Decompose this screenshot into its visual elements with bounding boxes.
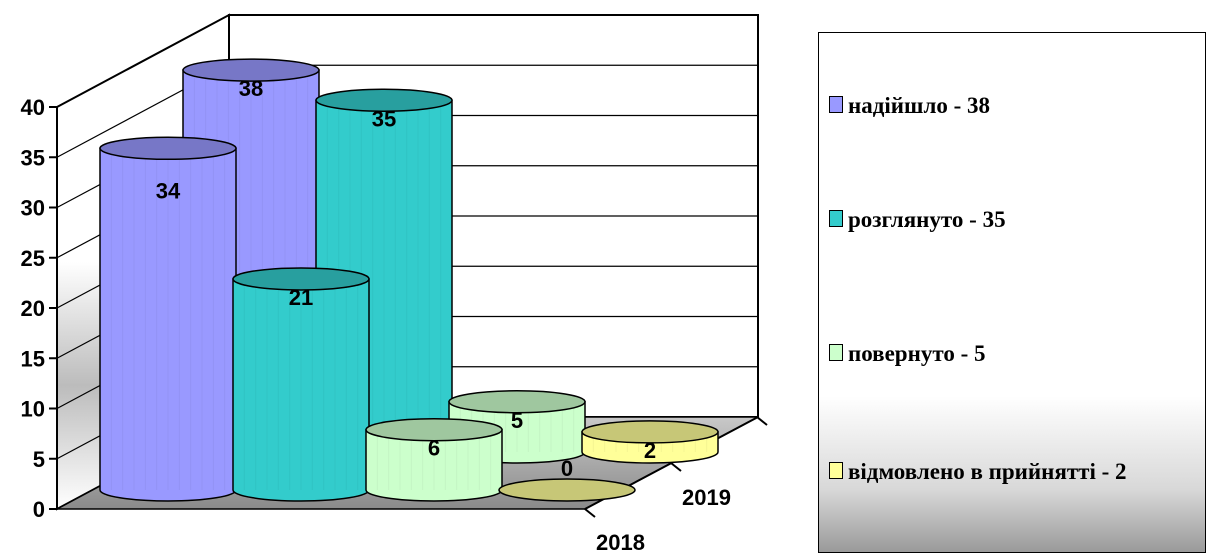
data-label: 38 xyxy=(239,76,263,101)
bar xyxy=(498,478,636,502)
y-tick-label: 15 xyxy=(21,346,45,371)
bar-top xyxy=(99,136,237,161)
legend-item: відмовлено в прийнятті - 2 xyxy=(829,457,1193,487)
data-label: 5 xyxy=(511,408,523,433)
legend-item: повернуто - 5 xyxy=(829,339,1193,369)
bar-top xyxy=(365,417,503,442)
bar-top xyxy=(448,390,586,414)
y-tick-label: 40 xyxy=(21,95,45,120)
y-tick-label: 0 xyxy=(33,497,45,522)
legend-swatch xyxy=(829,462,843,479)
legend-item: надійшло - 38 xyxy=(829,91,1193,121)
bar-top xyxy=(182,58,320,82)
bar xyxy=(365,417,503,502)
y-tick-label: 30 xyxy=(21,196,45,221)
gridline xyxy=(56,14,230,108)
legend-label: розглянуто - 35 xyxy=(848,207,1006,232)
legend-swatch xyxy=(829,210,843,227)
bar xyxy=(232,267,370,502)
bar xyxy=(99,136,237,502)
category-label: 2018 xyxy=(596,530,645,555)
data-label: 21 xyxy=(289,285,313,310)
bar-top xyxy=(581,420,719,444)
y-tick-label: 20 xyxy=(21,296,45,321)
depth-tick-mark xyxy=(756,416,768,426)
y-tick-label: 5 xyxy=(33,447,45,472)
legend-swatch xyxy=(829,344,843,361)
legend-label: надійшло - 38 xyxy=(848,93,991,118)
data-label: 35 xyxy=(372,106,396,131)
data-label: 0 xyxy=(561,456,573,481)
legend-swatch xyxy=(829,96,843,113)
data-label: 6 xyxy=(428,436,440,461)
legend-item: розглянуто - 35 xyxy=(829,205,1193,235)
y-tick-label: 35 xyxy=(21,145,45,170)
bar xyxy=(581,420,719,464)
legend-label: відмовлено в прийнятті - 2 xyxy=(848,459,1127,484)
depth-tick-mark xyxy=(670,462,682,472)
bar-top xyxy=(498,478,636,502)
legend-label: повернуто - 5 xyxy=(848,341,986,366)
data-label: 2 xyxy=(644,438,656,463)
category-label: 2019 xyxy=(682,485,731,510)
bar-top xyxy=(232,267,370,291)
y-tick-label: 10 xyxy=(21,397,45,422)
legend: надійшло - 38 розглянуто - 35 повернуто … xyxy=(818,32,1206,553)
depth-tick-mark xyxy=(584,508,596,518)
y-tick-label: 25 xyxy=(21,246,45,271)
bar-top xyxy=(315,88,453,112)
data-label: 34 xyxy=(156,178,181,203)
